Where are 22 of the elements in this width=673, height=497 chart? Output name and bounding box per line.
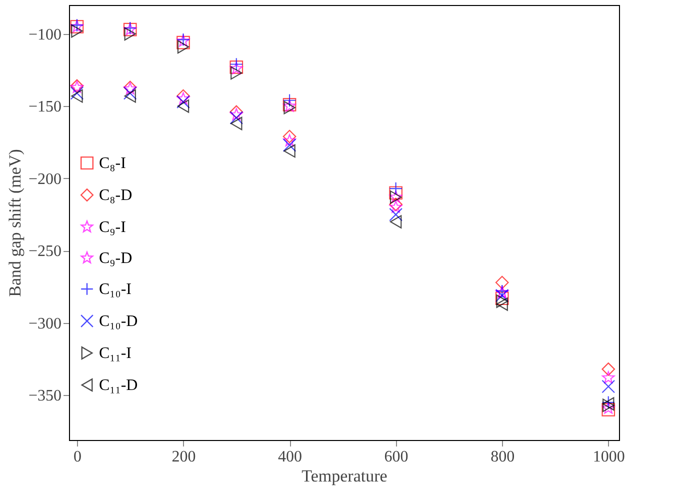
y-tick-label: −250	[28, 243, 62, 260]
legend-label: C₁₀-D	[99, 313, 138, 330]
x-tick-label: 800	[490, 448, 515, 466]
legend-label: C₈-I	[99, 155, 126, 172]
y-tick-label: −350	[28, 388, 62, 405]
x-tick-label: 0	[73, 448, 82, 466]
x-tick-label: 600	[384, 448, 408, 466]
legend-label: C₁₁-D	[99, 377, 138, 394]
x-axis-title: Temperature	[302, 466, 388, 486]
y-tick-label: −300	[28, 315, 62, 332]
x-tick-label: 1000	[592, 448, 625, 466]
legend-label: C₁₀-I	[99, 281, 132, 298]
y-tick-label: −100	[28, 26, 62, 44]
legend-label: C₁₁-I	[99, 345, 132, 362]
x-tick-label: 200	[172, 448, 196, 466]
y-axis-title: Band gap shift (meV)	[5, 149, 24, 297]
y-tick-label: −200	[28, 170, 62, 188]
y-tick-label: −150	[28, 98, 62, 116]
legend-label: C₈-D	[99, 187, 132, 204]
legend-label: C₉-D	[99, 250, 132, 267]
legend-label: C₉-I	[99, 219, 126, 236]
x-tick-label: 400	[278, 448, 302, 466]
